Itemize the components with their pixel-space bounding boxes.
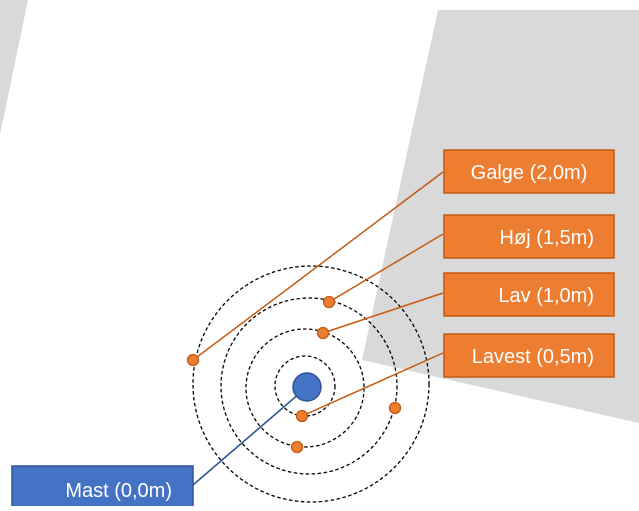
label-lav: Lav (1,0m) bbox=[443, 272, 615, 317]
marker-extra-right bbox=[388, 401, 402, 415]
leader-line-hoj bbox=[328, 233, 444, 303]
marker-hoj bbox=[322, 295, 336, 309]
label-box-mast bbox=[11, 465, 194, 509]
label-box-lavest bbox=[443, 333, 615, 378]
label-text-hoj: Høj (1,5m) bbox=[500, 227, 594, 249]
leader-line-lav bbox=[322, 292, 444, 334]
circle-lavest bbox=[274, 355, 336, 417]
leader-line-galge bbox=[192, 171, 444, 361]
leader-line-mast bbox=[192, 386, 308, 486]
mast-marker bbox=[292, 372, 322, 402]
label-mast: Mast (0,0m) bbox=[11, 465, 194, 509]
label-lavest: Lavest (0,5m) bbox=[443, 333, 615, 378]
label-hoj: Høj (1,5m) bbox=[443, 214, 615, 259]
leader-line-lavest bbox=[301, 352, 444, 417]
marker-lavest bbox=[295, 409, 309, 423]
label-galge: Galge (2,0m) bbox=[443, 149, 615, 194]
marker-galge bbox=[186, 353, 200, 367]
circle-hoj bbox=[220, 297, 398, 475]
left-shadow-shape bbox=[0, 0, 28, 135]
marker-extra-bottom bbox=[290, 440, 304, 454]
label-box-hoj bbox=[443, 214, 615, 259]
label-text-lavest: Lavest (0,5m) bbox=[472, 346, 594, 368]
label-box-galge bbox=[443, 149, 615, 194]
label-text-mast: Mast (0,0m) bbox=[65, 480, 172, 502]
circle-galge bbox=[192, 265, 430, 503]
label-box-lav bbox=[443, 272, 615, 317]
label-text-lav: Lav (1,0m) bbox=[498, 285, 594, 307]
marker-lav bbox=[316, 326, 330, 340]
label-text-galge: Galge (2,0m) bbox=[471, 162, 588, 184]
